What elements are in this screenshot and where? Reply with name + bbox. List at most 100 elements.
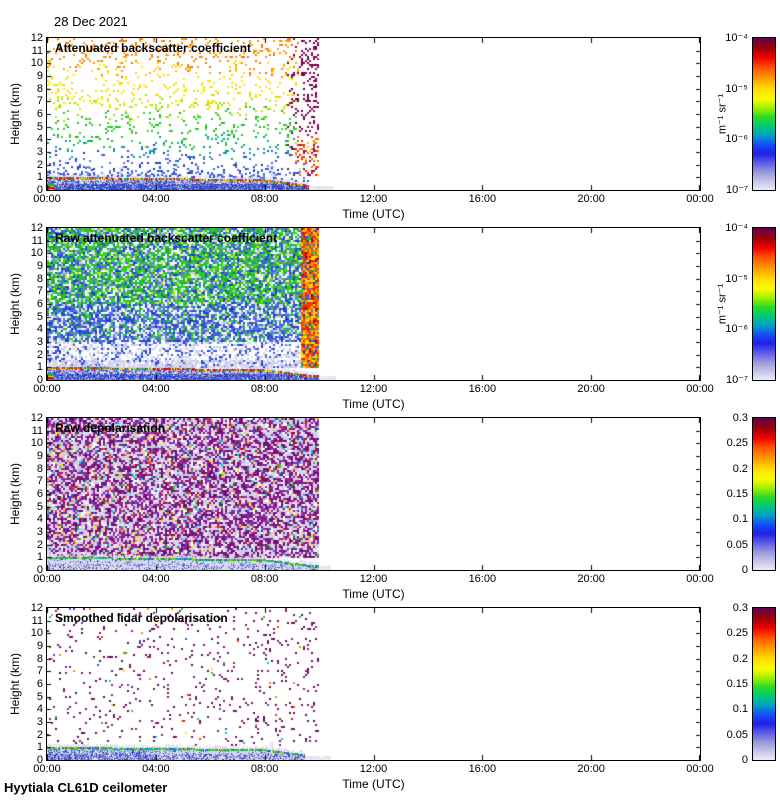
y-axis-label: Height (km) <box>8 462 22 526</box>
x-tick-label: 00:00 <box>33 763 61 775</box>
y-tick-label: 8 <box>36 272 43 285</box>
y-axis-label: Height (km) <box>8 652 22 716</box>
colorbar-tick-label: 10⁻⁴ <box>725 222 748 234</box>
y-tick-label: 6 <box>36 488 43 500</box>
y-tick-label: 7 <box>36 665 43 678</box>
x-tick-label: 20:00 <box>577 573 605 585</box>
y-tick-label: 1 <box>36 361 43 374</box>
x-tick-label: 12:00 <box>359 573 388 585</box>
x-tick-label: 00:00 <box>33 193 61 205</box>
panel-title-3: Raw depolarisation <box>55 421 166 435</box>
y-tick-label: 10 <box>30 247 43 260</box>
y-tick-label: 10 <box>30 627 43 640</box>
colorbar-tick-label: 0.25 <box>726 627 748 640</box>
y-tick-label: 5 <box>36 500 43 513</box>
colorbar-tick-label: 10⁻⁷ <box>725 374 748 386</box>
heatmap-canvas-3 <box>47 418 700 570</box>
y-tick-label: 0 <box>36 754 43 766</box>
colorbar-tick-label: 0.15 <box>726 678 748 690</box>
heatmap-canvas-2 <box>47 228 700 380</box>
heatmap-canvas-1 <box>47 38 700 190</box>
colorbar-tick-label: 0.3 <box>732 602 748 614</box>
y-tick-label: 7 <box>36 475 43 488</box>
colorbar-2 <box>752 227 776 381</box>
date-title: 28 Dec 2021 <box>54 14 128 29</box>
panel-1-plot: Attenuated backscatter coefficient <box>46 37 701 191</box>
y-tick-label: 1 <box>36 551 43 564</box>
y-tick-label: 6 <box>36 298 43 310</box>
x-tick-label: 08:00 <box>250 763 279 775</box>
x-tick-label: 00:00 <box>686 193 714 205</box>
y-tick-label: 9 <box>36 70 43 82</box>
x-axis-label: Time (UTC) <box>342 397 405 411</box>
colorbar-tick-label: 0.1 <box>732 513 748 526</box>
x-axis-label: Time (UTC) <box>342 777 405 791</box>
y-tick-label: 6 <box>36 108 43 120</box>
y-tick-label: 7 <box>36 95 43 108</box>
colorbar-tick-label: 0.25 <box>726 437 748 450</box>
panel-3-plot: Raw depolarisation <box>46 417 701 571</box>
colorbar-tick-label: 10⁻⁶ <box>725 323 748 336</box>
panel-title-4: Smoothed lidar depolarisation <box>55 611 228 625</box>
y-tick-label: 5 <box>36 690 43 703</box>
panel-title-1: Attenuated backscatter coefficient <box>55 41 252 55</box>
y-tick-label: 0 <box>36 374 43 386</box>
x-tick-label: 16:00 <box>468 193 497 205</box>
y-tick-label: 8 <box>36 462 43 475</box>
y-tick-label: 5 <box>36 120 43 133</box>
colorbar-tick-label: 0.15 <box>726 488 748 500</box>
instrument-label: Hyytiala CL61D ceilometer <box>4 780 168 795</box>
x-tick-label: 20:00 <box>577 763 605 775</box>
y-tick-label: 9 <box>36 640 43 652</box>
y-tick-label: 0 <box>36 564 43 576</box>
y-tick-label: 12 <box>30 222 43 234</box>
y-tick-label: 11 <box>31 234 43 247</box>
colorbar-tick-label: 10⁻⁷ <box>725 184 748 196</box>
y-tick-label: 2 <box>36 728 43 741</box>
colorbar-unit-label: m⁻¹ sr⁻¹ <box>716 283 729 325</box>
y-tick-label: 2 <box>36 158 43 171</box>
y-tick-label: 9 <box>36 450 43 462</box>
y-tick-label: 0 <box>36 184 43 196</box>
colorbar-tick-label: 0.2 <box>732 652 748 665</box>
y-tick-label: 7 <box>36 285 43 298</box>
colorbar-tick-label: 10⁻⁴ <box>725 32 748 44</box>
y-tick-label: 1 <box>36 741 43 754</box>
x-tick-label: 00:00 <box>33 383 61 395</box>
colorbar-4 <box>752 607 776 761</box>
x-tick-label: 04:00 <box>142 573 170 585</box>
y-tick-label: 8 <box>36 652 43 665</box>
y-tick-label: 12 <box>30 412 43 424</box>
panel-4-plot: Smoothed lidar depolarisation <box>46 607 701 761</box>
x-tick-label: 04:00 <box>142 193 170 205</box>
y-tick-label: 2 <box>36 348 43 361</box>
colorbar-tick-label: 0.2 <box>732 462 748 475</box>
y-tick-label: 6 <box>36 678 43 690</box>
heatmap-canvas-4 <box>47 608 700 760</box>
colorbar-tick-label: 0.05 <box>726 728 748 741</box>
y-tick-label: 12 <box>30 602 43 614</box>
panel-2-plot: Raw attenuated backscatter coefficient <box>46 227 701 381</box>
colorbar-1 <box>752 37 776 191</box>
colorbar-tick-label: 10⁻⁵ <box>725 82 748 95</box>
y-tick-label: 4 <box>36 703 43 716</box>
y-tick-label: 2 <box>36 538 43 551</box>
colorbar-tick-label: 0.1 <box>732 703 748 716</box>
y-tick-label: 1 <box>36 171 43 184</box>
y-tick-label: 8 <box>36 82 43 95</box>
x-tick-label: 00:00 <box>686 383 714 395</box>
colorbar-tick-label: 0 <box>741 754 748 766</box>
y-tick-label: 3 <box>36 716 43 728</box>
y-tick-label: 3 <box>36 526 43 538</box>
y-tick-label: 10 <box>30 437 43 450</box>
x-tick-label: 08:00 <box>250 193 279 205</box>
y-tick-label: 11 <box>31 424 43 437</box>
y-tick-label: 12 <box>30 32 43 44</box>
colorbar-tick-label: 0.05 <box>726 538 748 551</box>
x-tick-label: 20:00 <box>577 193 605 205</box>
x-axis-label: Time (UTC) <box>342 207 405 221</box>
y-axis-label: Height (km) <box>8 272 22 336</box>
colorbar-tick-label: 10⁻⁶ <box>725 133 748 146</box>
x-tick-label: 00:00 <box>686 573 714 585</box>
